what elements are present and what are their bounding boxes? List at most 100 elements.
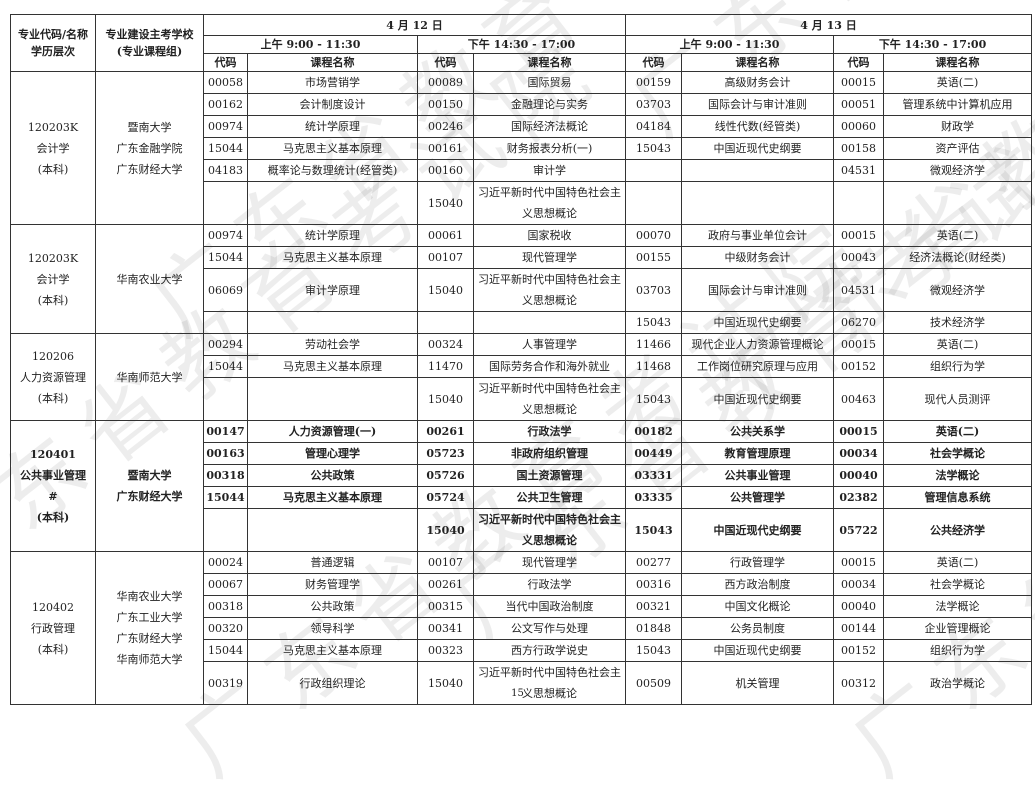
course-code: 00089 [417,71,474,94]
major-line: 公共事业管理 [20,469,86,482]
school-name: 华南师范大学 [116,653,183,666]
course-code: 00277 [625,551,683,574]
course-name: 人事管理学 [472,333,627,356]
school-name: 暨南大学 [127,120,172,134]
course-code: 00107 [417,246,474,269]
major-line: (本科) [37,162,69,176]
major-cell: 120203K 会计学 (本科) [10,224,96,334]
header-course: 课程名称 [681,53,835,72]
course-code: 15044 [203,639,248,662]
major-line: (本科) [37,293,69,307]
course-code: 00051 [833,93,885,116]
course-code: 00015 [833,71,885,94]
school-name: 广东财经大学 [116,490,183,503]
major-line: (本科) [37,391,69,405]
course-code: 00341 [417,617,474,640]
major-line: 120402 [32,600,74,614]
course-code: 00463 [833,377,885,421]
course-code: 15043 [625,377,683,421]
course-code [203,311,248,334]
course-code: 00163 [203,442,248,465]
course-name: 公共管理学 [681,486,835,509]
course-code: 00320 [203,617,248,640]
course-name: 会计制度设计 [247,93,418,116]
course-code: 15043 [625,639,683,662]
course-name: 政府与事业单位会计 [681,224,835,247]
course-code: 05724 [417,486,474,509]
school-name: 广东财经大学 [116,632,183,645]
course-code: 00058 [203,71,248,94]
course-name: 公共政策 [247,595,418,618]
course-code: 04531 [833,159,885,182]
school-cell: 暨南大学广东财经大学 [95,420,204,552]
course-name: 行政组织理论 [247,661,418,705]
course-code: 00321 [625,595,683,618]
course-name: 英语(二) [883,224,1033,247]
school-name: 广东金融学院 [116,141,183,155]
course-name: 统计学原理 [247,115,418,138]
header-day2-pm: 下午 14:30 - 17:00 [833,35,1033,54]
page-number: 15 [511,688,524,699]
major-line: 120206 [32,349,74,363]
course-name: 马克思主义基本原理 [247,137,418,160]
major-cell: 120206 人力资源管理 (本科) [10,333,96,421]
course-code: 15044 [203,137,248,160]
course-name: 公文写作与处理 [472,617,627,640]
course-name: 概率论与数理统计(经管类) [247,159,418,182]
header-course: 课程名称 [472,53,627,72]
course-name: 中国近现代史纲要 [681,311,835,334]
course-code: 00160 [417,159,474,182]
course-name: 管理信息系统 [883,486,1033,509]
course-code: 00182 [625,420,683,443]
course-name: 中国文化概论 [681,595,835,618]
course-name: 行政法学 [472,573,627,596]
course-name: 中国近现代史纲要 [681,137,835,160]
course-code: 15043 [625,137,683,160]
course-name: 马克思主义基本原理 [247,486,418,509]
course-code: 00316 [625,573,683,596]
table-row: 15044 马克思主义基本原理 05724 公共卫生管理 03335 公共管理学 02382… [11,486,1033,509]
table-row: 00162 会计制度设计 00150 金融理论与实务 03703 国际会计与审计准则 000… [11,93,1033,116]
course-name: 技术经济学 [883,311,1033,334]
school-name: 华南师范大学 [116,370,183,384]
course-name: 微观经济学 [883,268,1033,312]
course-code: 06069 [203,268,248,312]
major-line: 会计学 [36,272,70,286]
course-code: 00024 [203,551,248,574]
major-line: 会计学 [36,141,70,155]
course-code: 00974 [203,224,248,247]
course-code: 11470 [417,355,474,378]
course-code: 05726 [417,464,474,487]
course-code: 00150 [417,93,474,116]
course-name: 公共经济学 [883,508,1033,552]
course-code: 00294 [203,333,248,356]
course-name: 社会学概论 [883,573,1033,596]
course-code [203,181,248,225]
course-name: 组织行为学 [883,639,1033,662]
course-name: 行政管理学 [681,551,835,574]
course-code [625,159,683,182]
major-line: (本科) [37,642,69,656]
course-name: 现代管理学 [472,551,627,574]
school-cell: 华南农业大学 广东工业大学 广东财经大学 华南师范大学 [95,551,204,705]
course-name: 非政府组织管理 [472,442,627,465]
course-name: 审计学原理 [247,268,418,312]
table-body: 120203K 会计学 (本科) 暨南大学 广东金融学院 广东财经大学 00058 市场营销学… [10,71,1033,705]
table-row: 120203K 会计学 (本科) 华南农业大学 00974 统计学原理 00061 国家税收 0… [10,224,1033,334]
course-name: 公共事业管理 [681,464,835,487]
course-name: 公务员制度 [681,617,835,640]
school-name: 暨南大学 [127,469,172,482]
exam-schedule-table: 专业代码/名称 学历层次 专业建设主考学校 (专业课程组) 4 月 12 日 4… [10,14,1033,705]
course-code: 00159 [625,71,683,94]
course-code: 00015 [833,551,885,574]
course-name: 马克思主义基本原理 [247,246,418,269]
school-cell: 华南农业大学 [95,224,204,334]
course-name: 国际劳务合作和海外就业 [472,355,627,378]
course-name: 金融理论与实务 [472,93,627,116]
course-code: 00040 [833,595,885,618]
course-name: 财务管理学 [247,573,418,596]
course-code: 15044 [203,355,248,378]
course-name: 习近平新时代中国特色社会主义思想概论 [472,181,627,225]
course-code: 00974 [203,115,248,138]
table-row: 120402 行政管理 (本科) 华南农业大学 广东工业大学 广东财经大学 华南师范大学 00… [10,551,1033,705]
